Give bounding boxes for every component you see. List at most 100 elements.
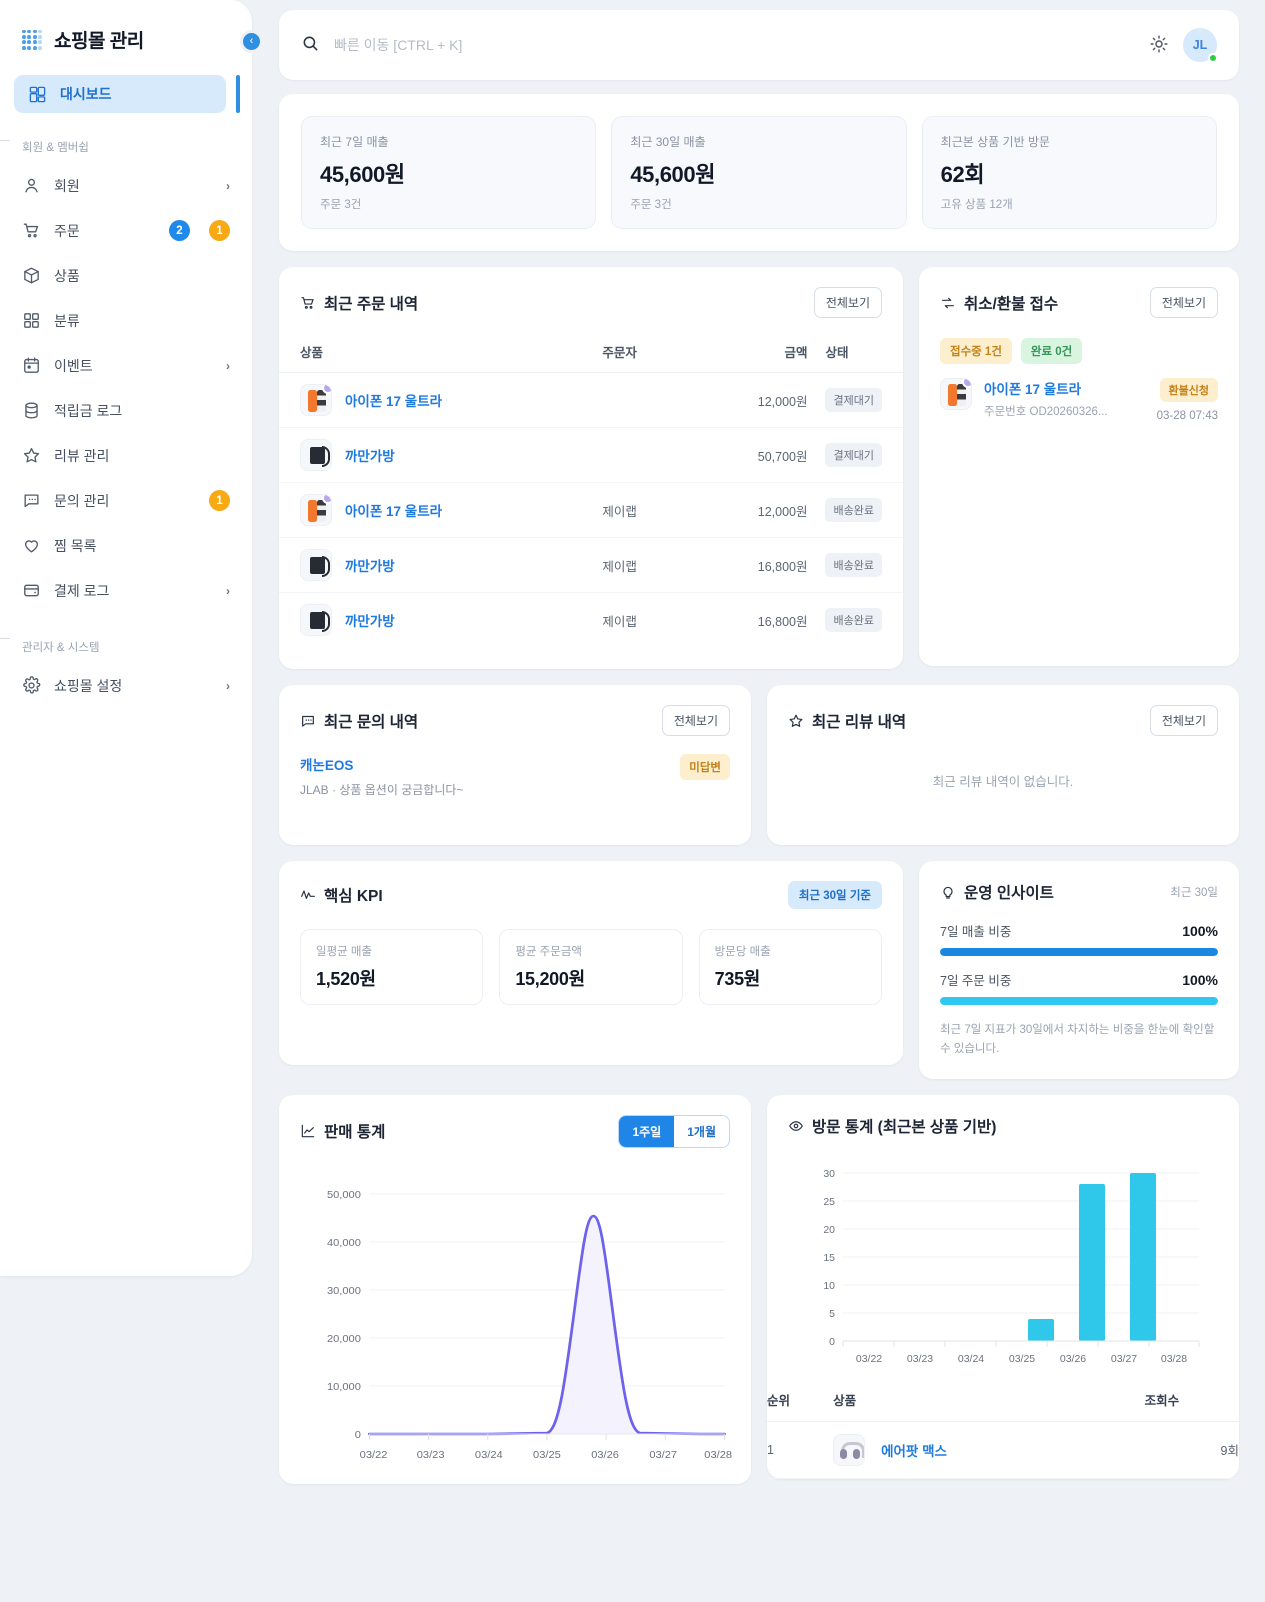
view-all-inquiries-button[interactable]: 전체보기: [661, 705, 730, 736]
y-axis-labels: 30 25 20 15 10 5 0: [823, 1168, 835, 1348]
visit-bar-chart: 30 25 20 15 10 5 0: [823, 1168, 1200, 1365]
sidebar-item-shop-settings[interactable]: 쇼핑몰 설정 ›: [0, 663, 252, 708]
order-amount: 50,700원: [701, 427, 808, 483]
insight-title: 운영 인사이트: [940, 881, 1054, 903]
search-input[interactable]: [334, 37, 1135, 53]
refund-title: 취소/환불 접수: [940, 292, 1058, 314]
table-row[interactable]: 까만가방 제이랩 16,800원 배송완료: [279, 593, 903, 648]
user-icon: [22, 176, 41, 195]
gear-icon: [22, 676, 41, 695]
col-views: 조회수: [1144, 1377, 1239, 1422]
range-month-button[interactable]: 1개월: [674, 1115, 729, 1147]
kpi-value: 1,520원: [316, 969, 376, 989]
sidebar-item-points-log[interactable]: 적립금 로그: [0, 388, 252, 433]
table-row[interactable]: 1 에어팟 맥스 9회: [767, 1421, 1239, 1479]
sidebar-item-inquiries[interactable]: 문의 관리 1: [0, 478, 252, 523]
panel-title-text: 운영 인사이트: [964, 885, 1054, 902]
avatar[interactable]: JL: [1183, 28, 1218, 63]
progress-fill: [940, 997, 1218, 1005]
insight-label: 7일 주문 비중: [940, 974, 1012, 988]
product-thumbnail: [940, 378, 972, 410]
svg-text:20,000: 20,000: [327, 1333, 361, 1345]
x-axis-labels: 03/22 03/23 03/24 03/25 03/26 03/27 03/2…: [856, 1353, 1187, 1365]
svg-text:03/28: 03/28: [704, 1449, 732, 1461]
topbar: JL: [279, 10, 1239, 80]
table-row[interactable]: 아이폰 17 울트라 제이랩 12,000원 배송완료: [279, 482, 903, 538]
box-icon: [22, 266, 41, 285]
product-name[interactable]: 까만가방: [345, 559, 395, 574]
svg-text:03/22: 03/22: [360, 1449, 388, 1461]
active-indicator: [236, 75, 240, 113]
range-toggle[interactable]: 1주일 1개월: [618, 1114, 730, 1148]
stat-sub: 주문 3건: [320, 199, 362, 211]
sidebar-item-orders[interactable]: 주문 2 1: [0, 208, 252, 253]
y-axis-labels: 50,000 40,000 30,000 20,000 10,000 0: [327, 1189, 361, 1441]
product-thumbnail: [300, 549, 332, 581]
eye-icon: [788, 1118, 804, 1134]
stat-label: 최근 7일 매출: [320, 135, 389, 149]
range-week-button[interactable]: 1주일: [619, 1115, 675, 1147]
product-name[interactable]: 에어팟 맥스: [881, 1443, 947, 1459]
refund-panel: 취소/환불 접수 전체보기 접수중 1건 완료 0건 아이폰 17 울트라 주문…: [919, 267, 1239, 666]
list-item[interactable]: 아이폰 17 울트라 주문번호 OD20260326... 환불신청 03-28…: [919, 364, 1239, 444]
sidebar-item-wishlist[interactable]: 찜 목록: [0, 523, 252, 568]
lightbulb-icon: [940, 884, 956, 900]
kpi-label: 일평균 매출: [316, 946, 373, 958]
product-thumbnail: [300, 494, 332, 526]
table-row[interactable]: 까만가방 제이랩 16,800원 배송완료: [279, 537, 903, 593]
stat-card-30day-sales: 최근 30일 매출 45,600원 주문 3건: [611, 116, 907, 229]
view-all-orders-button[interactable]: 전체보기: [813, 287, 882, 318]
inquiry-title[interactable]: 캐논EOS: [300, 758, 354, 773]
sidebar-item-dashboard[interactable]: 대시보드: [14, 75, 240, 113]
product-name[interactable]: 까만가방: [345, 449, 395, 464]
sidebar-item-label: 상품: [54, 267, 80, 284]
sidebar-item-categories[interactable]: 분류: [0, 298, 252, 343]
svg-text:50,000: 50,000: [327, 1189, 361, 1201]
product-name[interactable]: 까만가방: [345, 614, 395, 629]
order-amount: 16,800원: [701, 537, 808, 593]
visit-chart-panel: 방문 통계 (최근본 상품 기반): [767, 1094, 1239, 1479]
line-chart-icon: [300, 1123, 316, 1139]
views-count: 9회: [1144, 1421, 1239, 1479]
chevron-right-icon: ›: [226, 358, 230, 373]
dashboard-icon: [28, 85, 47, 104]
sidebar-item-label: 결제 로그: [54, 582, 110, 599]
insight-range: 최근 30일: [1170, 887, 1218, 899]
chevron-right-icon: ›: [226, 178, 230, 193]
series-line: [367, 1214, 726, 1436]
svg-text:03/24: 03/24: [958, 1353, 984, 1365]
product-name[interactable]: 아이폰 17 울트라: [345, 394, 443, 409]
sidebar-collapse-icon[interactable]: ‹: [240, 30, 263, 53]
table-row[interactable]: 까만가방 50,700원 결제대기: [279, 427, 903, 483]
panel-title-text: 최근 주문 내역: [324, 295, 419, 313]
sidebar-item-products[interactable]: 상품: [0, 253, 252, 298]
insight-item-sales-share: 7일 매출 비중 100%: [940, 921, 1218, 956]
kpi-label: 방문당 매출: [714, 946, 771, 958]
sidebar-item-label: 주문: [54, 222, 80, 239]
sidebar-item-payment-log[interactable]: 결제 로그 ›: [0, 568, 252, 613]
inquiries-panel: 최근 문의 내역 전체보기 캐논EOS JLAB · 상품 옵션이 궁금합니다~…: [279, 685, 751, 845]
sales-chart-panel: 판매 통계 1주일 1개월: [279, 1094, 751, 1484]
view-all-reviews-button[interactable]: 전체보기: [1149, 705, 1218, 736]
sidebar-item-label: 이벤트: [54, 357, 93, 374]
star-icon: [22, 446, 41, 465]
inquiries-title: 최근 문의 내역: [300, 710, 418, 732]
svg-text:0: 0: [355, 1429, 361, 1441]
list-item[interactable]: 캐논EOS JLAB · 상품 옵션이 궁금합니다~ 미답변: [300, 754, 730, 798]
chevron-right-icon: ›: [226, 583, 230, 598]
stat-value: 45,600원: [630, 162, 716, 187]
sidebar-item-members[interactable]: 회원 ›: [0, 163, 252, 208]
product-name[interactable]: 아이폰 17 울트라: [345, 504, 443, 519]
sidebar-section-label-system: 관리자 & 시스템: [0, 613, 252, 663]
refund-product-name[interactable]: 아이폰 17 울트라: [984, 382, 1082, 397]
table-row[interactable]: 아이폰 17 울트라 12,000원 결제대기: [279, 372, 903, 428]
sun-icon[interactable]: [1149, 34, 1169, 57]
sales-chart-canvas: 50,000 40,000 30,000 20,000 10,000 0: [279, 1148, 751, 1484]
status-badge: 결제대기: [825, 388, 882, 412]
sidebar-item-events[interactable]: 이벤트 ›: [0, 343, 252, 388]
x-ticks: [842, 1340, 1200, 1347]
view-all-refunds-button[interactable]: 전체보기: [1149, 287, 1218, 318]
sidebar-item-reviews[interactable]: 리뷰 관리: [0, 433, 252, 478]
x-ticks: [368, 1433, 726, 1440]
